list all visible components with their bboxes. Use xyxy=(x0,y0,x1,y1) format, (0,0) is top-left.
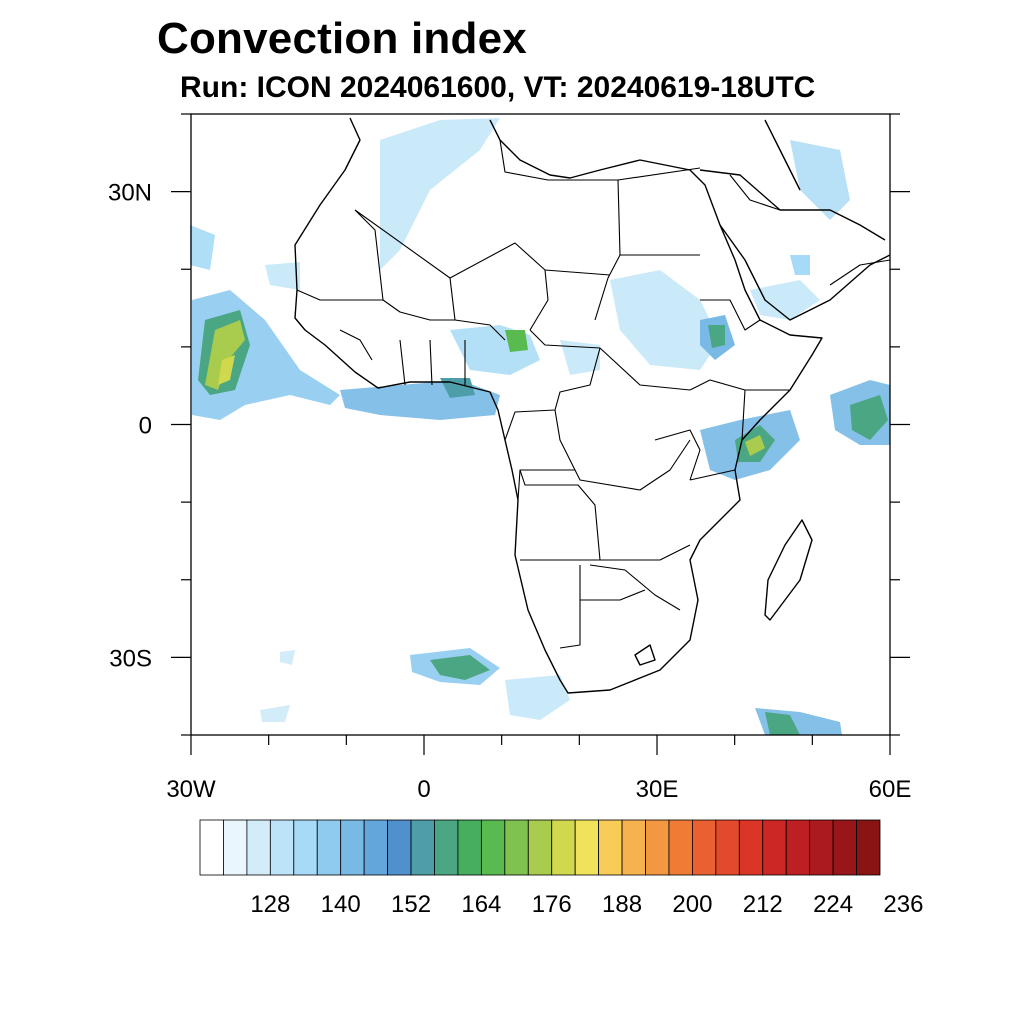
colorbar-label: 236 xyxy=(883,891,923,918)
colorbar-box xyxy=(246,819,271,876)
chart-title: Convection index xyxy=(157,14,527,63)
colorbar-box xyxy=(199,819,224,876)
lat-label: 30N xyxy=(108,180,152,207)
colorbar-box xyxy=(574,819,600,876)
colorbar-box xyxy=(832,819,857,876)
colorbar-box xyxy=(504,819,529,876)
colorbar-box xyxy=(738,819,764,876)
colorbar-box xyxy=(598,819,623,876)
colorbar-box xyxy=(809,819,834,876)
colorbar-label: 128 xyxy=(250,891,290,918)
colorbar-box xyxy=(692,819,717,876)
colorbar-label: 188 xyxy=(602,891,642,918)
colorbar-box xyxy=(668,819,693,876)
country-borders xyxy=(296,139,891,649)
colorbar-label: 224 xyxy=(813,891,853,918)
colorbar-box xyxy=(715,819,740,876)
axis-labels: 30W 0 30E 60E 30N 0 30S xyxy=(108,180,911,803)
colorbar-label: 164 xyxy=(461,891,501,918)
colorbar-box xyxy=(551,819,576,876)
colorbar-box xyxy=(762,819,787,876)
colorbar-box xyxy=(363,819,388,876)
lat-label: 30S xyxy=(109,645,152,672)
colorbar-box xyxy=(621,819,646,876)
coastlines xyxy=(294,117,891,694)
colorbar xyxy=(199,819,881,876)
colorbar-box xyxy=(340,819,365,876)
colorbar-label: 140 xyxy=(321,891,361,918)
colorbar-label: 200 xyxy=(672,891,712,918)
colorbar-box xyxy=(856,819,881,876)
colorbar-label: 212 xyxy=(743,891,783,918)
colorbar-labels: 128 140 152 164 176 188 200 212 224 236 xyxy=(250,891,923,918)
colorbar-box xyxy=(457,819,482,876)
colorbar-box xyxy=(434,819,459,876)
colorbar-box xyxy=(785,819,811,876)
chart-subtitle: Run: ICON 2024061600, VT: 20240619-18UTC xyxy=(180,71,816,104)
colorbar-label: 176 xyxy=(532,891,572,918)
lat-label: 0 xyxy=(139,413,152,440)
colorbar-box xyxy=(293,819,318,876)
colorbar-box xyxy=(480,819,506,876)
colorbar-box xyxy=(316,819,342,876)
colorbar-box xyxy=(527,819,553,876)
colorbar-label: 152 xyxy=(391,891,431,918)
colorbar-box xyxy=(645,819,670,876)
colorbar-box xyxy=(269,819,295,876)
colorbar-box xyxy=(387,819,412,876)
lon-label: 0 xyxy=(417,776,430,803)
lon-label: 30W xyxy=(166,776,216,803)
convection-field xyxy=(190,118,890,735)
axis-ticks xyxy=(171,113,910,755)
colorbar-box xyxy=(223,819,248,876)
colorbar-box xyxy=(410,819,435,876)
lon-label: 60E xyxy=(869,776,912,803)
lon-label: 30E xyxy=(636,776,679,803)
